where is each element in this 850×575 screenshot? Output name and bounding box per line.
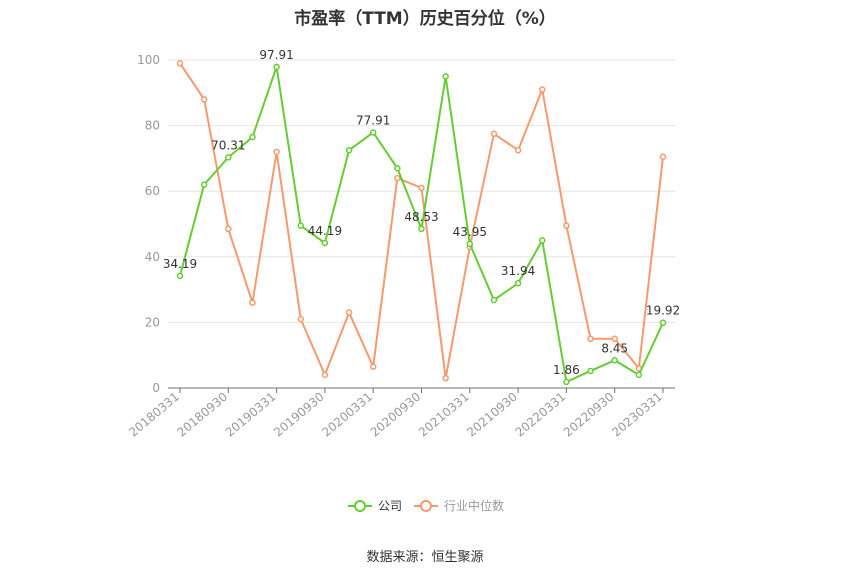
x-tick-label: 20190930 (271, 390, 327, 440)
data-point (394, 164, 401, 172)
data-point (539, 86, 546, 93)
data-label: 48.53 (404, 210, 438, 224)
data-label: 97.91 (259, 48, 293, 62)
data-label: 43.95 (453, 225, 487, 239)
y-tick-label: 80 (145, 119, 160, 133)
data-point (611, 335, 618, 343)
data-point (442, 73, 449, 80)
data-point (249, 133, 256, 141)
data-point (369, 363, 377, 370)
y-tick-label: 40 (145, 250, 160, 264)
data-point (225, 225, 232, 233)
data-label: 70.31 (211, 138, 245, 152)
data-label: 34.19 (163, 257, 197, 271)
data-label: 19.92 (646, 304, 680, 318)
data-label: 44.19 (308, 224, 342, 238)
data-point (273, 63, 280, 71)
data-point (345, 146, 353, 154)
chart-title: 市盈率（TTM）历史百分位（%） (294, 9, 556, 29)
data-point (514, 146, 522, 154)
data-point (587, 367, 594, 375)
x-tick-label: 20220331 (513, 390, 569, 440)
data-point (611, 357, 618, 364)
data-point (297, 222, 304, 229)
data-label: 8.45 (601, 341, 628, 355)
data-point (563, 222, 570, 229)
data-label: 1.86 (553, 363, 580, 377)
data-point (200, 96, 208, 103)
data-point (321, 239, 329, 247)
data-point (225, 154, 232, 161)
data-point (418, 184, 425, 192)
data-point (539, 237, 546, 244)
legend-marker-1 (420, 500, 432, 512)
data-point (514, 279, 522, 287)
x-tick-label: 20180930 (174, 390, 230, 440)
legend-label-0: 公司 (378, 499, 402, 513)
data-point (659, 319, 667, 326)
data-point (466, 240, 474, 248)
data-point (273, 148, 280, 156)
source-note: 数据来源：恒生聚源 (366, 550, 484, 565)
data-label: 31.94 (501, 264, 535, 278)
x-tick-label: 20200930 (368, 390, 424, 440)
data-point (369, 129, 377, 136)
data-point (200, 181, 208, 188)
legend-marker-0 (354, 500, 366, 512)
data-point (394, 174, 401, 182)
data-point (297, 315, 304, 323)
data-point (345, 309, 353, 316)
data-point (442, 374, 449, 382)
x-tick-label: 20190331 (223, 390, 279, 440)
data-point (321, 371, 329, 379)
data-point (249, 299, 256, 306)
x-tick-label: 20220930 (561, 390, 617, 440)
x-tick-label: 20210930 (464, 390, 520, 440)
x-tick-label: 20200331 (319, 390, 375, 440)
y-tick-label: 60 (145, 184, 160, 198)
y-tick-label: 0 (152, 381, 160, 395)
x-tick-label: 20180331 (126, 390, 182, 440)
data-point (176, 60, 184, 67)
y-tick-label: 100 (137, 53, 160, 67)
legend-label-1: 行业中位数 (444, 498, 504, 513)
x-tick-label: 20230331 (609, 390, 665, 440)
y-tick-label: 20 (145, 315, 160, 329)
data-point (176, 272, 184, 280)
data-point (490, 296, 498, 304)
data-point (563, 378, 570, 386)
data-point (635, 371, 643, 379)
data-point (418, 225, 425, 233)
x-tick-label: 20210331 (416, 390, 472, 440)
data-label: 77.91 (356, 113, 390, 127)
data-point (587, 335, 594, 343)
data-point (659, 153, 667, 161)
data-point (490, 130, 498, 138)
